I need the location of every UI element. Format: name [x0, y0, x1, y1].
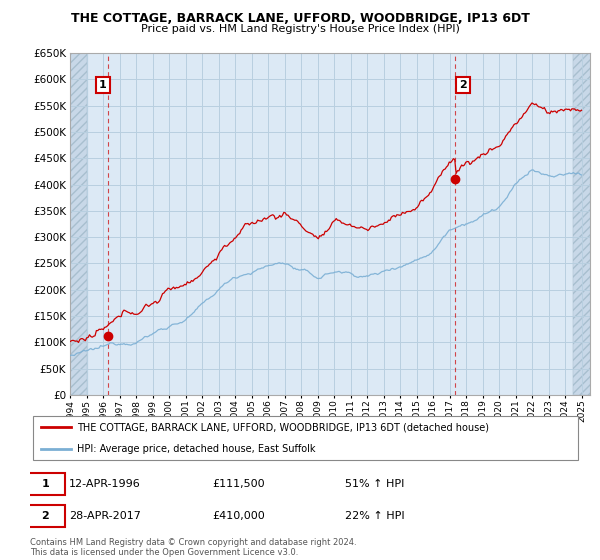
FancyBboxPatch shape [33, 416, 578, 460]
Bar [574, 53, 598, 395]
Text: 28-APR-2017: 28-APR-2017 [68, 511, 140, 521]
Text: 1: 1 [41, 479, 49, 489]
Text: 22% ↑ HPI: 22% ↑ HPI [344, 511, 404, 521]
Text: THE COTTAGE, BARRACK LANE, UFFORD, WOODBRIDGE, IP13 6DT (detached house): THE COTTAGE, BARRACK LANE, UFFORD, WOODB… [77, 422, 489, 432]
Text: £111,500: £111,500 [212, 479, 265, 489]
Bar [574, 53, 598, 395]
Text: THE COTTAGE, BARRACK LANE, UFFORD, WOODBRIDGE, IP13 6DT: THE COTTAGE, BARRACK LANE, UFFORD, WOODB… [71, 12, 529, 25]
Bar [70, 53, 86, 395]
Text: 2: 2 [41, 511, 49, 521]
Text: 2: 2 [459, 80, 467, 90]
Text: 51% ↑ HPI: 51% ↑ HPI [344, 479, 404, 489]
Bar [70, 53, 86, 395]
Text: 1: 1 [99, 80, 107, 90]
Text: Price paid vs. HM Land Registry's House Price Index (HPI): Price paid vs. HM Land Registry's House … [140, 24, 460, 34]
FancyBboxPatch shape [26, 505, 65, 527]
Text: 12-APR-1996: 12-APR-1996 [68, 479, 140, 489]
Text: HPI: Average price, detached house, East Suffolk: HPI: Average price, detached house, East… [77, 444, 316, 454]
FancyBboxPatch shape [26, 473, 65, 494]
Text: Contains HM Land Registry data © Crown copyright and database right 2024.
This d: Contains HM Land Registry data © Crown c… [30, 538, 356, 557]
Text: £410,000: £410,000 [212, 511, 265, 521]
